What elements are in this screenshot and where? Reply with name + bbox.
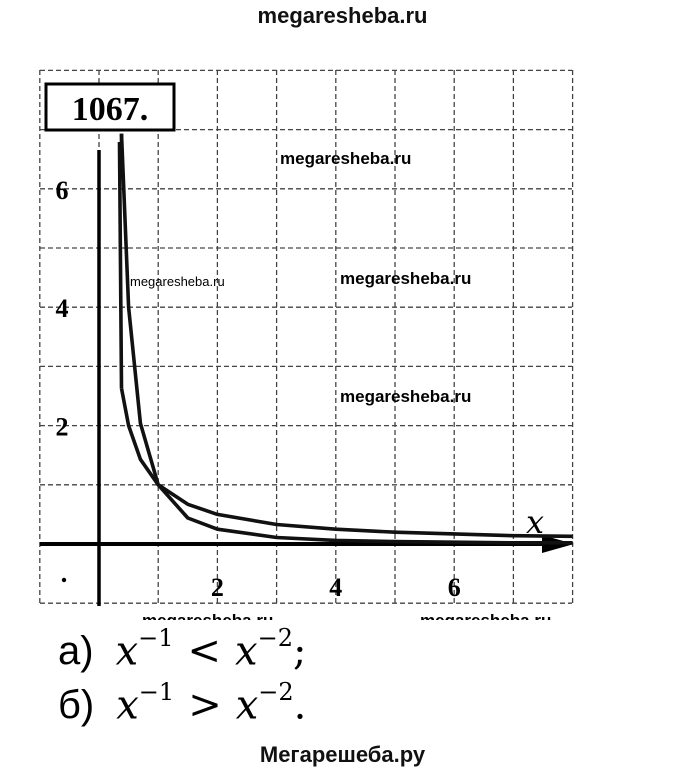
answer-b-operator: > — [188, 682, 222, 729]
problem-number-box — [44, 82, 176, 132]
answer-a-end: ; — [293, 628, 307, 675]
y-tick-label: 2 — [56, 413, 69, 442]
x-axis-label: x — [526, 503, 544, 541]
answer-b: б) x−1 > x−2. — [58, 678, 307, 729]
chart-curves — [117, 133, 573, 545]
answer-a-rhs-exp: −2 — [257, 624, 293, 652]
watermark-top: megaresheba.ru — [257, 3, 428, 28]
answer-a-operator: < — [187, 628, 222, 675]
x-tick-label: 6 — [448, 573, 461, 602]
answer-b-lhs-exp: −1 — [138, 678, 175, 706]
x-tick-label: 4 — [329, 573, 342, 602]
problem-number: 1067. — [72, 91, 149, 128]
watermark-chart-2: megaresheba.ru — [130, 274, 225, 289]
answer-a-label: а) — [58, 629, 94, 674]
y-tick-label: 4 — [56, 294, 69, 323]
chart-tick-labels: 2 4 6 2 4 6 — [56, 176, 461, 602]
watermark-chart-3: megaresheba.ru — [340, 269, 471, 288]
answer-a-rhs-base: x — [235, 628, 258, 675]
watermark-chart-5: megaresheba.ru — [142, 611, 273, 620]
answer-a: а) x−1 < x−2; — [58, 624, 307, 675]
answer-b-lhs-base: x — [116, 682, 139, 729]
curve-1-tail — [117, 141, 124, 389]
watermark-bottom: Мегарешеба.ру — [259, 742, 426, 767]
curve-1 — [119, 387, 573, 539]
x-tick-label: 2 — [211, 573, 224, 602]
watermark-chart-6: megaresheba.ru — [420, 611, 551, 620]
answer-b-rhs-exp: −2 — [258, 678, 294, 706]
answer-a-lhs-exp: −1 — [138, 624, 174, 652]
watermark-chart-1: megaresheba.ru — [280, 149, 411, 168]
curve-2 — [119, 133, 573, 545]
chart: 2 4 6 2 4 6 1067. megaresheba.ru megaresheba.… — [39, 69, 574, 620]
answer-b-label: б) — [58, 683, 95, 728]
origin-dot — [61, 577, 67, 583]
answer-a-lhs-base: x — [115, 628, 139, 675]
y-tick-label: 6 — [56, 176, 69, 205]
answer-b-end: . — [293, 682, 307, 729]
watermark-chart-4: megaresheba.ru — [340, 387, 471, 406]
answer-b-rhs-base: x — [235, 682, 259, 729]
